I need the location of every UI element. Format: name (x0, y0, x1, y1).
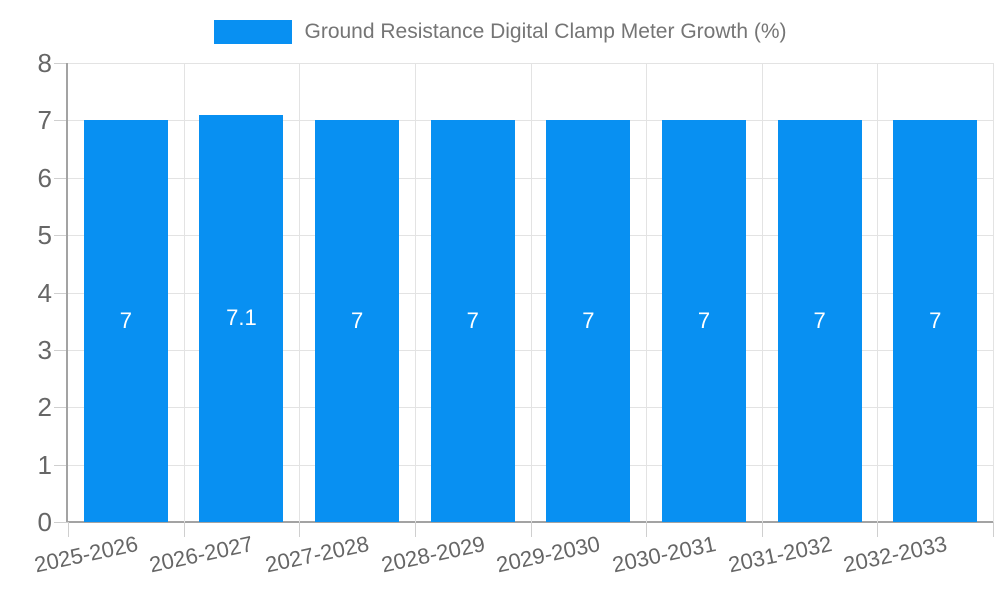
bar-value-label: 7 (813, 308, 826, 334)
bar[interactable]: 7.1 (199, 114, 284, 522)
bar-value-label: 7 (119, 308, 132, 334)
legend-label: Ground Resistance Digital Clamp Meter Gr… (304, 20, 787, 43)
x-gridline (530, 63, 532, 522)
legend-swatch-icon (213, 20, 292, 44)
bar-value-label: 7.1 (226, 305, 257, 331)
x-tick (877, 522, 879, 537)
y-tick (54, 177, 68, 179)
y-tick (54, 63, 68, 64)
y-axis-tick-label: 5 (37, 220, 52, 251)
bar[interactable]: 7 (777, 120, 862, 522)
y-tick (54, 349, 68, 351)
bar-value-label: 7 (350, 308, 364, 334)
y-axis-tick-label: 8 (37, 48, 52, 78)
y-axis-tick-label: 6 (37, 162, 52, 193)
x-tick (299, 522, 301, 537)
bar[interactable]: 7 (546, 120, 631, 522)
legend[interactable]: Ground Resistance Digital Clamp Meter Gr… (0, 20, 1000, 44)
y-tick (54, 522, 68, 523)
bar[interactable]: 7 (893, 120, 978, 522)
x-gridline (299, 63, 301, 522)
x-gridline (877, 63, 879, 522)
bar[interactable]: 7 (430, 120, 515, 522)
bar-value-label: 7 (697, 308, 711, 334)
y-axis-tick-label: 7 (37, 105, 52, 136)
x-tick (68, 522, 69, 537)
bar-value-label: 7 (582, 308, 595, 334)
y-tick (54, 120, 68, 122)
bar[interactable]: 7 (83, 120, 168, 522)
x-tick (761, 522, 763, 537)
x-gridline (646, 63, 648, 522)
y-axis-tick-label: 3 (37, 334, 52, 365)
x-tick (414, 522, 416, 537)
y-axis-line (66, 63, 68, 522)
y-tick (54, 407, 68, 409)
y-tick (54, 292, 68, 294)
x-gridline (993, 63, 994, 522)
y-tick (54, 235, 68, 237)
y-axis-tick-label: 2 (37, 392, 52, 423)
y-axis-tick-label: 1 (37, 449, 52, 480)
x-tick (993, 522, 994, 537)
x-gridline (761, 63, 763, 522)
bar[interactable]: 7 (315, 120, 400, 522)
bar-value-label: 7 (466, 308, 479, 334)
x-tick (530, 522, 532, 537)
x-tick (183, 522, 185, 537)
y-axis-tick-label: 4 (37, 277, 52, 308)
bar-value-label: 7 (929, 308, 942, 334)
x-gridline (414, 63, 416, 522)
y-axis-tick-label: 0 (37, 507, 52, 537)
x-gridline (183, 63, 185, 522)
y-tick (54, 464, 68, 466)
bar[interactable]: 7 (661, 120, 746, 522)
x-tick (646, 522, 648, 537)
